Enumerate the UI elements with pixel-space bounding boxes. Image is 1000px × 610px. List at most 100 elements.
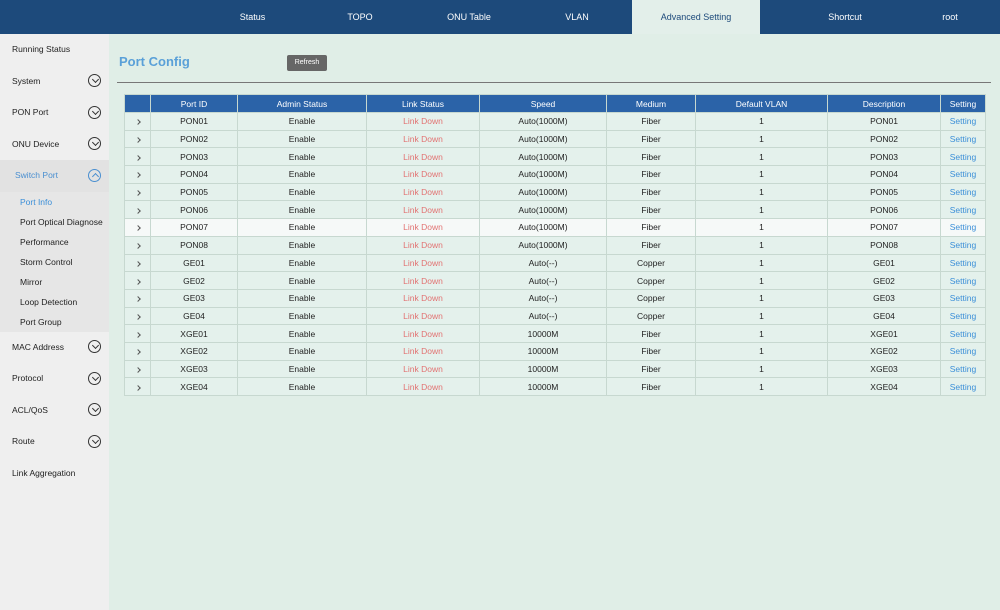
setting-link[interactable]: Setting: [940, 165, 986, 184]
chevron-icon[interactable]: [88, 371, 101, 385]
expand-arrow[interactable]: [134, 119, 141, 126]
chevron-icon[interactable]: [88, 74, 101, 87]
menu-item[interactable]: PON Port: [0, 97, 109, 129]
setting-link[interactable]: Setting: [940, 271, 986, 290]
expand-arrow[interactable]: [134, 367, 141, 373]
setting-link[interactable]: Setting: [940, 377, 986, 396]
table-cell: XGE01: [150, 324, 238, 343]
setting-link[interactable]: Setting: [940, 359, 986, 379]
menu-label: MAC Address: [12, 341, 64, 352]
expand-cell: [124, 182, 151, 202]
submenu-item[interactable]: Mirror: [0, 271, 109, 292]
nav-item[interactable]: Shortcut: [828, 12, 862, 22]
table-row: PON01 Enable Link Down Auto(1000M) Fiber 1 PON…: [124, 112, 986, 131]
table-cell: Copper: [606, 288, 696, 308]
nav-item[interactable]: Status: [239, 12, 266, 22]
table-cell: Copper: [606, 271, 696, 290]
submenu-item[interactable]: Port Info: [0, 191, 109, 212]
expand-arrow[interactable]: [134, 190, 141, 196]
column-header: Description: [827, 94, 941, 113]
table-cell: GE03: [827, 288, 941, 308]
table-row: PON05 Enable Link Down Auto(1000M) Fiber 1 PON…: [124, 182, 986, 202]
setting-link[interactable]: Setting: [940, 218, 986, 237]
menu-item[interactable]: Running Status: [0, 34, 109, 66]
expand-arrow[interactable]: [134, 225, 141, 232]
expand-arrow[interactable]: [134, 331, 141, 338]
chevron-icon[interactable]: [88, 403, 101, 416]
chevron-icon[interactable]: [88, 168, 101, 182]
setting-link[interactable]: Setting: [940, 200, 986, 220]
setting-link[interactable]: Setting: [940, 288, 986, 308]
table-cell: 1: [695, 129, 828, 149]
expand-arrow[interactable]: [134, 349, 141, 356]
setting-link[interactable]: Setting: [940, 306, 986, 326]
chevron-icon[interactable]: [88, 137, 101, 150]
expand-cell: [124, 271, 151, 290]
submenu-item[interactable]: Performance: [0, 231, 109, 252]
table-cell: Enable: [237, 147, 367, 167]
expand-cell: [124, 306, 151, 326]
expand-arrow[interactable]: [134, 384, 141, 391]
table-cell: Link Down: [366, 147, 480, 167]
submenu-item[interactable]: Storm Control: [0, 251, 109, 272]
setting-link[interactable]: Setting: [940, 341, 986, 361]
table-cell: Link Down: [366, 271, 480, 290]
setting-link[interactable]: Setting: [940, 324, 986, 343]
nav-item[interactable]: ONU Table: [447, 12, 491, 22]
expand-arrow[interactable]: [134, 296, 141, 303]
expand-cell: [124, 112, 151, 131]
menu-label: Link Aggregation: [12, 467, 76, 478]
menu-item[interactable]: Route: [0, 426, 109, 458]
chevron-icon[interactable]: [88, 340, 101, 353]
table-row: GE02 Enable Link Down Auto(--) Copper 1 GE02 Se…: [124, 271, 986, 290]
expand-arrow[interactable]: [134, 137, 141, 143]
nav-item[interactable]: TOPO: [347, 12, 373, 22]
table-row: PON02 Enable Link Down Auto(1000M) Fiber 1 PON…: [124, 129, 986, 149]
setting-link[interactable]: Setting: [940, 182, 986, 202]
table-cell: Auto(1000M): [479, 200, 607, 220]
expand-arrow[interactable]: [134, 314, 141, 320]
setting-link[interactable]: Setting: [940, 235, 986, 255]
column-header: Setting: [940, 94, 986, 113]
expand-arrow[interactable]: [134, 172, 141, 179]
table-cell: Link Down: [366, 200, 480, 220]
nav-item[interactable]: VLAN: [565, 12, 589, 22]
submenu-item[interactable]: Port Optical Diagnose: [0, 211, 109, 232]
setting-link[interactable]: Setting: [940, 147, 986, 167]
expand-cell: [124, 253, 151, 273]
table-cell: XGE03: [827, 359, 941, 379]
expand-arrow[interactable]: [134, 154, 141, 161]
sidebar: Running Status System PON Port ONU Device Sw…: [0, 34, 109, 610]
table-cell: 1: [695, 182, 828, 202]
expand-cell: [124, 129, 151, 149]
expand-arrow[interactable]: [134, 278, 141, 285]
expand-arrow[interactable]: [134, 243, 141, 249]
refresh-button[interactable]: Refresh: [287, 55, 327, 71]
expand-cell: [124, 200, 151, 220]
menu-item[interactable]: MAC Address: [0, 332, 109, 364]
chevron-icon[interactable]: [88, 105, 101, 119]
table-cell: 1: [695, 359, 828, 379]
table-cell: Link Down: [366, 306, 480, 326]
table-cell: Link Down: [366, 182, 480, 202]
table-cell: Auto(1000M): [479, 182, 607, 202]
menu-item[interactable]: Link Aggregation: [0, 458, 109, 490]
menu-item[interactable]: System: [0, 66, 109, 98]
submenu-item[interactable]: Port Group: [0, 311, 109, 332]
nav-item[interactable]: root: [942, 12, 958, 22]
table-cell: Enable: [237, 377, 367, 396]
setting-link[interactable]: Setting: [940, 112, 986, 131]
expand-arrow[interactable]: [134, 261, 141, 267]
menu-item[interactable]: Switch Port: [0, 160, 109, 192]
expand-arrow[interactable]: [134, 207, 141, 214]
submenu-item[interactable]: Loop Detection: [0, 291, 109, 312]
menu-item[interactable]: ONU Device: [0, 129, 109, 161]
column-header: Admin Status: [237, 94, 367, 113]
nav-item[interactable]: Advanced Setting: [632, 0, 760, 34]
setting-link[interactable]: Setting: [940, 129, 986, 149]
chevron-icon[interactable]: [88, 434, 101, 448]
menu-item[interactable]: Protocol: [0, 363, 109, 395]
menu-item[interactable]: ACL/QoS: [0, 395, 109, 427]
menu-label: Route: [12, 436, 35, 446]
setting-link[interactable]: Setting: [940, 253, 986, 273]
